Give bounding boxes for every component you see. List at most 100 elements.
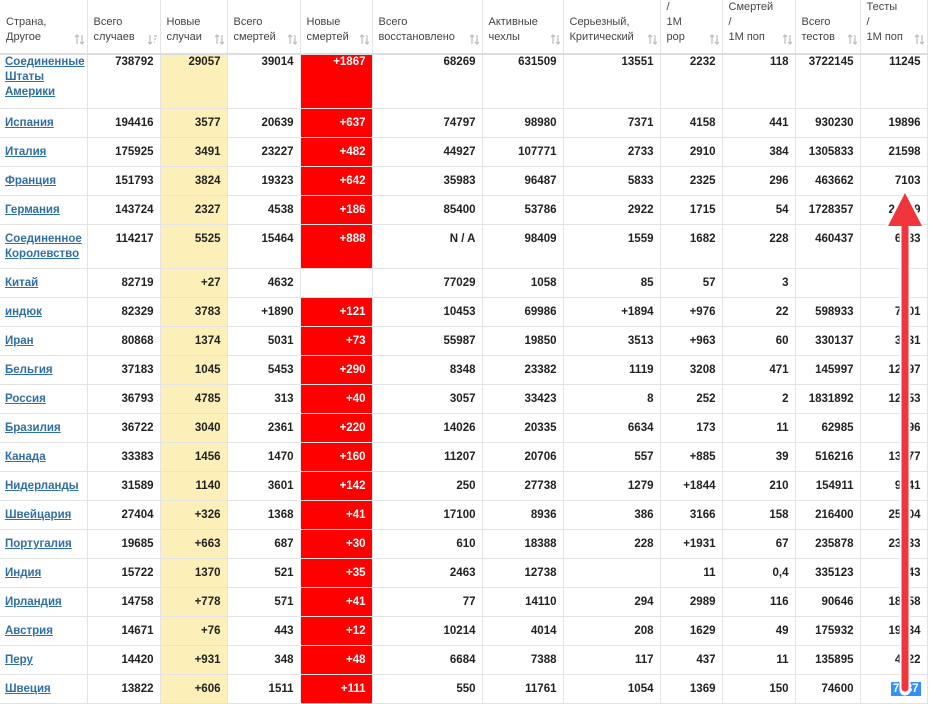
column-header[interactable]: Всего тестов	[795, 0, 861, 55]
cell-text: 738792	[115, 56, 154, 68]
cell-text: 441	[769, 117, 789, 129]
value-cell: +1931	[660, 529, 723, 559]
sort-icon[interactable]	[550, 34, 560, 45]
value-cell: 8348	[372, 355, 483, 385]
cell-text: +931	[194, 654, 221, 666]
country-link[interactable]: Ирландия	[5, 596, 62, 608]
cell-text: 10214	[443, 625, 476, 637]
country-link[interactable]: Португалия	[5, 538, 72, 550]
cell-text: 49	[775, 625, 789, 637]
cell-text: 386	[634, 509, 654, 521]
value-cell: 1058	[482, 268, 564, 298]
cell-text: 17100	[443, 509, 476, 521]
column-header[interactable]: Активные чехлы	[482, 0, 564, 55]
country-link[interactable]: Швейцария	[5, 509, 72, 521]
sort-icon[interactable]	[469, 34, 479, 45]
column-header[interactable]: Тесты / 1M поп	[860, 0, 928, 55]
value-cell: +220	[300, 413, 373, 443]
cell-text: 3931	[894, 335, 921, 347]
country-link[interactable]: Австрия	[5, 625, 53, 637]
value-cell: 36793	[87, 384, 161, 414]
country-link[interactable]: Канада	[5, 451, 46, 463]
value-cell: 55987	[372, 326, 483, 356]
country-link[interactable]: Бельгия	[5, 364, 53, 376]
country-link[interactable]: Германия	[5, 204, 60, 216]
value-cell: 15722	[87, 558, 161, 588]
column-header[interactable]: / 1M pop	[660, 0, 723, 55]
country-link[interactable]: Перу	[5, 654, 33, 666]
cell-text: 3166	[689, 509, 716, 521]
sort-icon[interactable]	[709, 34, 719, 45]
cell-text: 235878	[815, 538, 854, 550]
value-cell: 1054	[563, 674, 661, 704]
cell-text: 96487	[524, 175, 557, 187]
country-link[interactable]: Соединенные Штаты Америки	[5, 56, 85, 98]
value-cell: 19685	[87, 529, 161, 559]
value-cell: 3577	[160, 108, 228, 138]
country-link[interactable]: Россия	[5, 393, 46, 405]
country-link[interactable]: Франция	[5, 175, 57, 187]
cell-text: 7103	[894, 175, 921, 187]
cell-text: +1931	[683, 538, 716, 550]
value-cell: 5833	[563, 166, 661, 196]
country-cell: Перу	[0, 645, 88, 675]
sort-icon[interactable]	[214, 34, 224, 45]
value-cell: 11761	[482, 674, 564, 704]
value-cell: 1831892	[795, 384, 861, 414]
sort-icon[interactable]	[914, 34, 924, 45]
value-cell: 44927	[372, 137, 483, 167]
column-header[interactable]: Серьезный, Критический	[563, 0, 661, 55]
country-link[interactable]: Италия	[5, 146, 47, 158]
country-link[interactable]: Швеция	[5, 683, 51, 695]
column-header[interactable]: Смертей / 1M поп	[722, 0, 796, 55]
cell-text: 0,4	[772, 567, 789, 579]
table-row: Австрия 14671 +76 443 +12 10214 4014 208 1629 49 1…	[0, 616, 928, 646]
cell-text: 11761	[525, 683, 557, 695]
table-row: Бельгия 37183 1045 5453 +290 8348 23382 1119 320…	[0, 355, 928, 385]
sort-icon[interactable]	[147, 34, 157, 45]
sort-icon[interactable]	[647, 34, 657, 45]
country-link[interactable]: Индия	[5, 567, 42, 579]
country-link[interactable]: Китай	[5, 277, 39, 289]
value-cell: +976	[660, 297, 723, 327]
cell-text: 98409	[524, 233, 557, 245]
country-link[interactable]: индюк	[5, 306, 42, 318]
value-cell: 4014	[482, 616, 564, 646]
cell-text: 208	[634, 625, 654, 637]
sort-icon[interactable]	[847, 34, 857, 45]
column-header[interactable]: Всего смертей	[227, 0, 301, 55]
value-cell: 0,4	[722, 558, 796, 588]
sort-icon[interactable]	[359, 34, 369, 45]
country-link[interactable]: Испания	[5, 117, 54, 129]
cell-text: +326	[194, 509, 221, 521]
value-cell: 15464	[227, 224, 301, 269]
column-header[interactable]: Новые смертей	[300, 0, 373, 55]
column-header[interactable]: Всего восстановлено	[372, 0, 483, 55]
country-link[interactable]: Бразилия	[5, 422, 61, 434]
country-link[interactable]: Иран	[5, 335, 34, 347]
value-cell: 384	[722, 137, 796, 167]
cell-text: 175932	[815, 625, 854, 637]
column-header[interactable]: Всего случаев	[87, 0, 161, 55]
column-header[interactable]: Страна, Другое	[0, 0, 88, 55]
cell-text: 151793	[115, 175, 154, 187]
cell-text: 12597	[888, 364, 921, 376]
country-cell: Бразилия	[0, 413, 88, 443]
value-cell: 5453	[227, 355, 301, 385]
sort-icon[interactable]	[782, 34, 792, 45]
sort-icon[interactable]	[287, 34, 297, 45]
sort-icon[interactable]	[74, 34, 84, 45]
column-header[interactable]: Новые случаи	[160, 0, 228, 55]
cell-text: 55987	[443, 335, 476, 347]
cell-text: 19896	[888, 117, 921, 129]
value-cell: 98409	[482, 224, 564, 269]
value-cell: 516216	[795, 442, 861, 472]
cell-text: +976	[689, 306, 716, 318]
country-link[interactable]: Нидерланды	[5, 480, 79, 492]
value-cell: 158	[722, 500, 796, 530]
value-cell: 330137	[795, 326, 861, 356]
country-link[interactable]: Соединенное Королевство	[5, 233, 82, 260]
value-cell: 11	[660, 558, 723, 588]
cell-text: 54	[775, 204, 789, 216]
cell-text: 1831892	[808, 393, 854, 405]
